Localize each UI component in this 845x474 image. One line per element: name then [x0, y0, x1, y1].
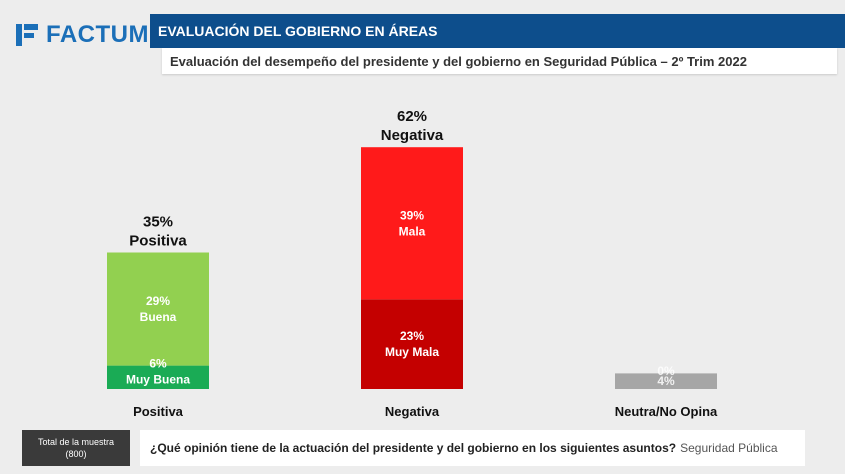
header-subtitle: Evaluación del desempeño del presidente …: [162, 48, 837, 74]
data-label: 4%: [657, 374, 675, 388]
total-name-label: Negativa: [381, 127, 444, 144]
question-box: ¿Qué opinión tiene de la actuación del p…: [140, 430, 805, 466]
sample-value: (800): [65, 449, 87, 459]
total-value-label: 62%: [397, 108, 427, 125]
header-title: EVALUACIÓN DEL GOBIERNO EN ÁREAS: [150, 14, 845, 48]
bar-segment: [361, 147, 463, 300]
segment-name-label: Mala: [399, 224, 426, 238]
category-tick-label: Neutra/No Opina: [615, 404, 718, 419]
sample-size-box: Total de la muestra (800): [22, 430, 130, 466]
category-tick-label: Negativa: [385, 404, 440, 419]
segment-name-label: Muy Mala: [385, 345, 439, 359]
bar-segment: [615, 373, 717, 389]
category-tick-label: Positiva: [133, 404, 184, 419]
bar-segment: [361, 299, 463, 389]
data-label: 39%: [400, 208, 424, 222]
stacked-bar-chart: 6% Muy Buena 29% Buena 35% Positiva Positiva 23…: [107, 108, 718, 419]
data-label: 29%: [146, 294, 170, 308]
bar-segment: [107, 365, 209, 389]
question-topic: Seguridad Pública: [680, 441, 778, 455]
data-label: 6%: [149, 357, 167, 371]
total-value-label: 35%: [143, 214, 173, 231]
brand-logo: FACTUM: [14, 20, 149, 50]
segment-name-label: Muy Buena: [126, 373, 190, 387]
factum-logo-icon: [16, 24, 38, 46]
sample-label: Total de la muestra: [37, 437, 115, 447]
total-name-label: Positiva: [129, 233, 187, 250]
data-label: 23%: [400, 329, 424, 343]
logo-text: FACTUM: [46, 21, 149, 48]
data-label: 0%: [657, 364, 675, 378]
segment-name-label: Buena: [140, 310, 177, 324]
bar-segment: [107, 252, 209, 366]
question-text: ¿Qué opinión tiene de la actuación del p…: [150, 441, 677, 455]
